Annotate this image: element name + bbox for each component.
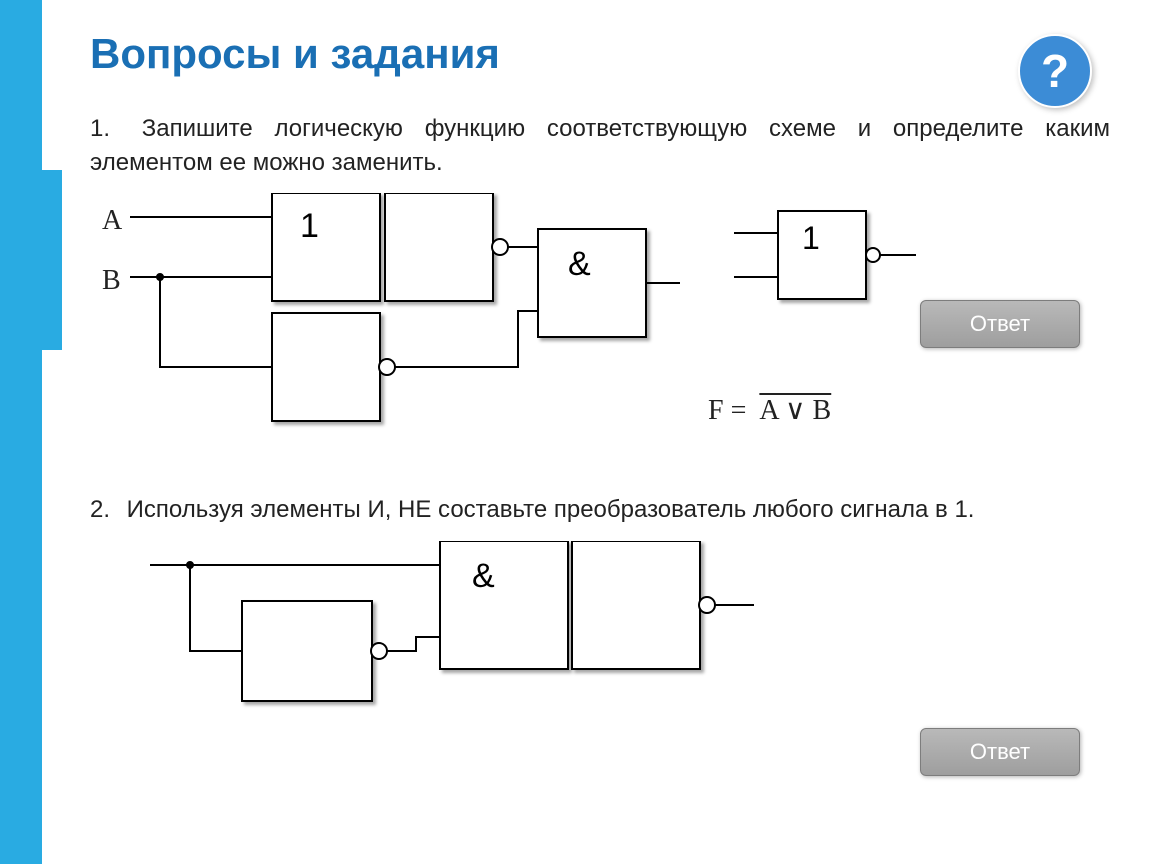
formula-lhs: F = [708,395,746,426]
gate-and-label: & [568,245,591,283]
sidebar-stripe [0,0,42,864]
answer-button-2[interactable]: Ответ [920,728,1080,776]
input-label-B: B [102,265,121,297]
formula-rhs: A ∨ B [753,395,837,426]
page-title: Вопросы и задания [90,30,1110,78]
question-1: 1. Запишите логическую функцию соответст… [90,112,1110,179]
question-2: 2. Используя элементы И, НЕ составьте пр… [90,493,1110,527]
q2-number: 2. [90,493,120,527]
gate-and2-label: & [472,557,495,595]
q1-number: 1. [90,112,120,146]
q2-text: Используя элементы И, НЕ составьте преоб… [127,496,975,523]
circuit-2-svg: & [150,541,790,731]
formula-F: F = A ∨ B [708,393,837,427]
gate-or-label: 1 [300,207,319,245]
sidebar-accent [42,170,62,350]
diagram-2: & [150,541,1110,731]
input-label-A: A [102,205,122,237]
gate-nor-label: 1 [802,220,820,256]
content-area: Вопросы и задания 1. Запишите логическую… [90,30,1110,731]
q1-text: Запишите логическую функцию соответствую… [90,115,1110,176]
answer-button-1[interactable]: Ответ [920,300,1080,348]
